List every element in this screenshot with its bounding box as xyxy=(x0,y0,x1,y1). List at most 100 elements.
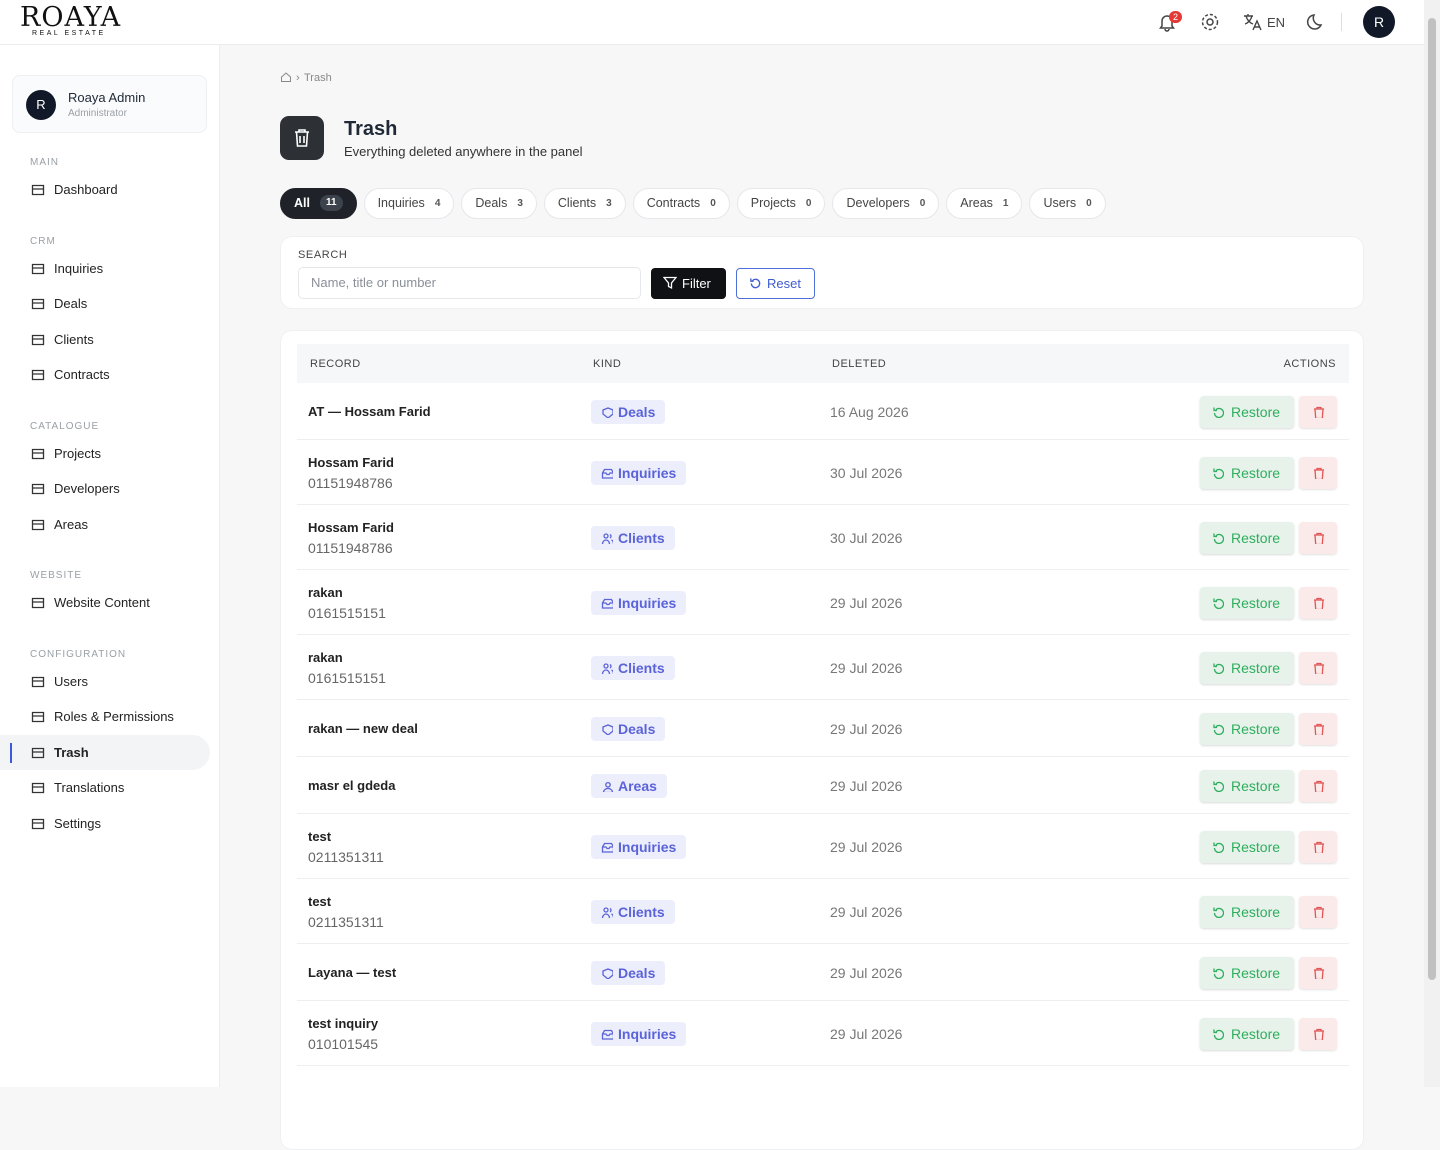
scrollbar-thumb[interactable] xyxy=(1428,18,1436,980)
record-subtitle: 0161515151 xyxy=(308,605,386,621)
search-label: SEARCH xyxy=(298,249,348,261)
breadcrumb-current: Trash xyxy=(304,72,332,84)
scrollbar[interactable] xyxy=(1424,0,1440,1087)
deleted-date: 29 Jul 2026 xyxy=(830,839,902,855)
theme-icon[interactable] xyxy=(1306,12,1326,32)
delete-button[interactable] xyxy=(1299,830,1337,863)
nav-item[interactable]: Trash xyxy=(0,734,210,770)
language-icon[interactable] xyxy=(1242,12,1262,32)
deleted-date-text: 30 Jul 2026 xyxy=(830,529,903,546)
kind-badge-text: Deals xyxy=(618,964,656,981)
record-title: rakan — new deal xyxy=(308,721,418,736)
delete-button[interactable] xyxy=(1299,1017,1337,1050)
nav-item[interactable]: Settings xyxy=(0,806,210,842)
avatar[interactable]: R xyxy=(1363,6,1395,38)
kind-badge-text: Inquiries xyxy=(618,464,677,481)
kind-badge-text: Inquiries xyxy=(618,838,677,855)
delete-button[interactable] xyxy=(1299,769,1337,802)
tab-text: Clients xyxy=(557,196,597,210)
record-subtitle: 01151948786 xyxy=(308,475,393,491)
delete-button[interactable] xyxy=(1299,895,1337,928)
deleted-date: 29 Jul 2026 xyxy=(830,965,902,981)
restore-button[interactable]: Restore xyxy=(1200,395,1294,428)
tab-count: 3 xyxy=(606,189,612,218)
restore-button[interactable]: Restore xyxy=(1200,586,1294,619)
deleted-date-text: 29 Jul 2026 xyxy=(830,1025,903,1042)
restore-button[interactable]: Restore xyxy=(1200,830,1294,863)
kind-badge: Deals xyxy=(591,716,666,741)
section-title-text: CONFIGURATION xyxy=(30,648,127,660)
restore-button[interactable]: Restore xyxy=(1200,895,1294,928)
table-card: RECORD KIND DELETED ACTIONS AT — Hossam Far… xyxy=(280,330,1364,1150)
nav-item[interactable]: Roles & Permissions xyxy=(0,699,210,735)
nav-item[interactable]: Users xyxy=(0,664,210,700)
delete-button[interactable] xyxy=(1299,586,1337,619)
kind-badge: Clients xyxy=(591,655,675,680)
tab[interactable]: All 11 xyxy=(280,188,357,219)
restore-button-text: Restore xyxy=(1231,964,1281,981)
record-title-text: rakan xyxy=(308,585,343,600)
search-input[interactable]: Name, title or number xyxy=(298,267,641,299)
record-title: Hossam Farid xyxy=(308,455,394,470)
delete-button[interactable] xyxy=(1299,651,1337,684)
nav-item[interactable]: Contracts xyxy=(0,357,210,393)
tab[interactable]: Projects 0 xyxy=(736,188,826,219)
nav-item[interactable]: Inquiries xyxy=(0,251,210,287)
kind-badge-text: Clients xyxy=(618,529,665,546)
record-title-text: Hossam Farid xyxy=(308,520,394,535)
nav: MAIN Dashboard CRM Inquiries Deals Clients Con… xyxy=(0,153,220,841)
tab-text: Deals xyxy=(475,196,508,210)
tab[interactable]: Clients 3 xyxy=(543,188,626,219)
tab[interactable]: Areas 1 xyxy=(946,188,1023,219)
restore-button[interactable]: Restore xyxy=(1200,956,1294,989)
nav-item-text: Settings xyxy=(54,815,101,831)
logo[interactable]: ROAYA xyxy=(20,2,122,33)
home-icon[interactable] xyxy=(280,71,292,86)
nav-item[interactable]: Projects xyxy=(0,436,210,472)
record-title-text: test xyxy=(308,894,332,909)
restore-button[interactable]: Restore xyxy=(1200,712,1294,745)
nav-item[interactable]: Translations xyxy=(0,770,210,806)
tab[interactable]: Users 0 xyxy=(1029,188,1106,219)
delete-button[interactable] xyxy=(1299,712,1337,745)
nav-item[interactable]: Developers xyxy=(0,471,210,507)
tab[interactable]: Inquiries 4 xyxy=(363,188,455,219)
deleted-date: 29 Jul 2026 xyxy=(830,904,902,920)
nav-item[interactable]: Website Content xyxy=(0,585,210,621)
tab-count-text: 0 xyxy=(1086,198,1092,209)
restore-button[interactable]: Restore xyxy=(1200,651,1294,684)
filter-button[interactable]: Filter xyxy=(651,268,726,299)
language[interactable]: EN xyxy=(1267,15,1286,30)
search-card: SEARCH Name, title or number Filter Rese… xyxy=(280,236,1364,309)
nav-item[interactable]: Deals xyxy=(0,286,210,322)
nav-item[interactable]: Clients xyxy=(0,322,210,358)
delete-button[interactable] xyxy=(1299,956,1337,989)
nav-item[interactable]: Areas xyxy=(0,507,210,543)
nav-item-text: Trash xyxy=(54,744,89,760)
user-role: Administrator xyxy=(68,108,127,119)
settings-icon[interactable] xyxy=(1200,12,1220,32)
delete-button[interactable] xyxy=(1299,521,1337,554)
tab[interactable]: Developers 0 xyxy=(832,188,940,219)
tab-text: Contracts xyxy=(646,196,701,210)
restore-button[interactable]: Restore xyxy=(1200,456,1294,489)
record-title-text: test inquiry xyxy=(308,1016,379,1031)
record-title: rakan xyxy=(308,650,343,665)
restore-button[interactable]: Restore xyxy=(1200,1017,1294,1050)
restore-button-text: Restore xyxy=(1231,594,1281,611)
table-row: AT — Hossam Farid Deals 16 Aug 2026 Restore xyxy=(297,383,1349,440)
tab[interactable]: Deals 3 xyxy=(461,188,537,219)
tab[interactable]: Contracts 0 xyxy=(632,188,730,219)
restore-button-text: Restore xyxy=(1231,1025,1281,1042)
tab-count: 11 xyxy=(319,195,343,211)
table-row: rakan — new deal Deals 29 Jul 2026 Restore xyxy=(297,700,1349,757)
restore-button[interactable]: Restore xyxy=(1200,521,1294,554)
section-title-text: CRM xyxy=(30,235,56,247)
delete-button[interactable] xyxy=(1299,395,1337,428)
nav-item[interactable]: Dashboard xyxy=(0,172,210,208)
delete-button[interactable] xyxy=(1299,456,1337,489)
restore-button[interactable]: Restore xyxy=(1200,769,1294,802)
deleted-date-text: 29 Jul 2026 xyxy=(830,838,903,855)
section-title-text: WEBSITE xyxy=(30,570,83,581)
reset-button[interactable]: Reset xyxy=(736,268,815,299)
